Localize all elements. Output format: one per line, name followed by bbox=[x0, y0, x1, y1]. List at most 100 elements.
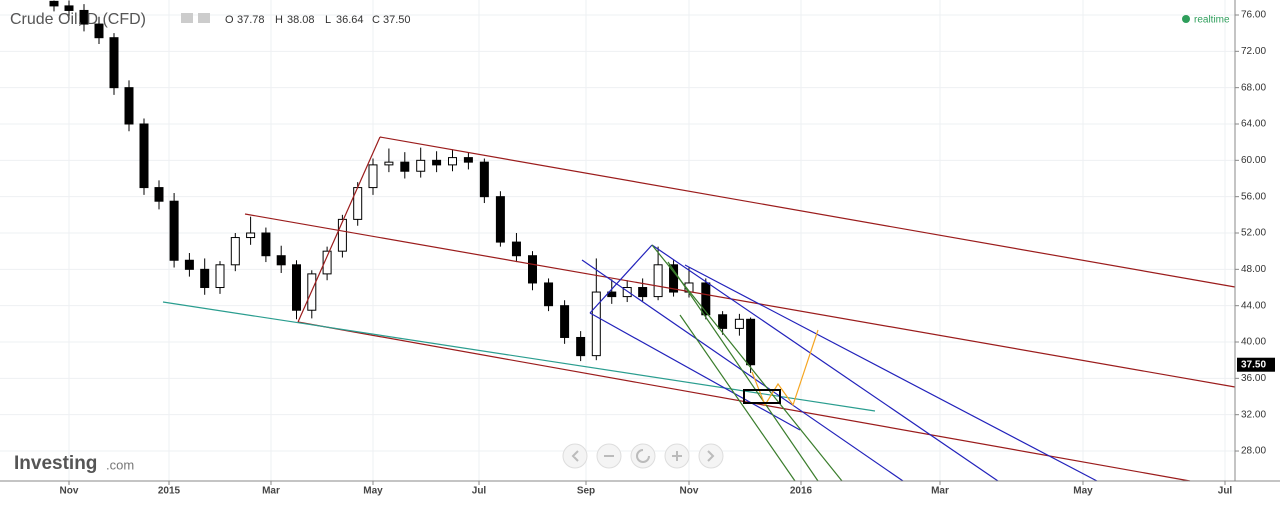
ohlc-label: O bbox=[225, 14, 234, 26]
y-tick-label: 68.00 bbox=[1241, 82, 1266, 93]
y-tick-label: 32.00 bbox=[1241, 409, 1266, 420]
ohlc-value: 38.08 bbox=[287, 14, 315, 26]
candle-body bbox=[511, 241, 521, 257]
drawings bbox=[162, 136, 1236, 482]
candle-body bbox=[292, 264, 301, 311]
last-price-label: 37.50 bbox=[1241, 359, 1266, 370]
x-tick-label: Mar bbox=[931, 486, 949, 497]
y-tick-label: 72.00 bbox=[1241, 46, 1266, 57]
candle-body bbox=[64, 5, 74, 11]
candle-body bbox=[368, 164, 378, 189]
trend-line bbox=[589, 312, 801, 431]
trend-line bbox=[684, 264, 1098, 482]
nav-button[interactable] bbox=[698, 443, 724, 469]
y-tick-label: 40.00 bbox=[1241, 337, 1266, 348]
x-tick-label: Jul bbox=[1218, 486, 1233, 497]
nav-icons bbox=[571, 449, 715, 463]
status-dot bbox=[1182, 15, 1190, 23]
highlight-box bbox=[743, 389, 781, 404]
candle-body bbox=[200, 268, 210, 289]
header: Crude Oil, D (CFD) O 37.78 H 38.08 L 36.… bbox=[10, 11, 1230, 28]
ohlc-value: 36.64 bbox=[336, 14, 364, 26]
axes: 28.00 32.00 36.00 40.00 44.00 48.00 52.00 56.00… bbox=[60, 10, 1275, 497]
trend-line bbox=[162, 301, 876, 412]
candle-body bbox=[479, 161, 489, 198]
y-tick-label: 48.00 bbox=[1241, 264, 1266, 275]
nav-button[interactable] bbox=[562, 443, 588, 469]
candle-body bbox=[169, 200, 179, 261]
ohlc-label: L bbox=[325, 14, 331, 26]
ohlc-label: C bbox=[372, 14, 380, 26]
trend-line bbox=[651, 244, 999, 482]
candle-body bbox=[701, 282, 711, 316]
x-tick-label: 2016 bbox=[790, 486, 813, 497]
nav-buttons bbox=[562, 443, 724, 469]
chart-title: Crude Oil, D (CFD) bbox=[10, 11, 146, 28]
candle-body bbox=[384, 161, 394, 166]
y-tick-label: 76.00 bbox=[1241, 10, 1266, 21]
candle-body bbox=[261, 232, 271, 257]
candle-body bbox=[416, 159, 426, 172]
status: realtime bbox=[1194, 15, 1230, 26]
y-tick-label: 44.00 bbox=[1241, 300, 1266, 311]
candle-body bbox=[448, 157, 457, 166]
candle-body bbox=[576, 336, 586, 357]
trend-line bbox=[589, 244, 653, 314]
y-tick-label: 60.00 bbox=[1241, 155, 1266, 166]
y-tick-label: 28.00 bbox=[1241, 446, 1266, 457]
candle-body bbox=[669, 264, 679, 293]
candle-body bbox=[400, 161, 410, 172]
candle-body bbox=[638, 287, 648, 298]
candle-body bbox=[246, 232, 256, 239]
candle-body bbox=[495, 196, 505, 243]
x-tick-label: Mar bbox=[262, 486, 280, 497]
candle-body bbox=[718, 314, 728, 329]
candle-body bbox=[139, 123, 149, 189]
candle-body bbox=[230, 237, 240, 266]
ohlc-value: 37.78 bbox=[237, 14, 265, 26]
x-tick-label: May bbox=[363, 486, 383, 497]
candle-body bbox=[94, 23, 104, 39]
ohlc-value: 37.50 bbox=[383, 14, 411, 26]
candle-body bbox=[109, 37, 119, 89]
icon bbox=[181, 13, 193, 23]
x-tick-label: 2015 bbox=[158, 486, 181, 497]
x-tick-label: May bbox=[1073, 486, 1093, 497]
candle-body bbox=[276, 255, 286, 266]
trend-line bbox=[244, 213, 1236, 388]
x-tick-label: Nov bbox=[60, 486, 79, 497]
candle-body bbox=[154, 187, 164, 202]
candle-body bbox=[560, 305, 570, 338]
candle-body bbox=[591, 291, 601, 357]
nav-button[interactable] bbox=[630, 443, 656, 469]
x-tick-label: Sep bbox=[577, 486, 595, 497]
last-price-tag bbox=[1237, 357, 1275, 372]
trend-line bbox=[679, 314, 796, 482]
y-tick-label: 52.00 bbox=[1241, 228, 1266, 239]
candle-body bbox=[124, 87, 134, 125]
icon bbox=[198, 13, 210, 23]
candle-body bbox=[528, 255, 537, 284]
trend-line bbox=[297, 136, 381, 323]
trend-line bbox=[379, 136, 1236, 288]
candle-body bbox=[337, 218, 347, 252]
logo-suffix: .com bbox=[106, 457, 134, 472]
x-tick-label: Jul bbox=[472, 486, 487, 497]
logo-main: Investing bbox=[14, 453, 97, 474]
y-tick-label: 56.00 bbox=[1241, 191, 1266, 202]
candle-body bbox=[734, 318, 744, 329]
candle-body bbox=[432, 159, 442, 166]
candle-body bbox=[653, 264, 663, 298]
candle-body bbox=[79, 9, 89, 25]
x-tick-label: Nov bbox=[680, 486, 699, 497]
candle-body bbox=[622, 287, 632, 298]
candle-body bbox=[49, 0, 59, 7]
candle-body bbox=[215, 264, 225, 289]
y-tick-label: 64.00 bbox=[1241, 119, 1266, 130]
projection bbox=[751, 329, 819, 407]
candle-body bbox=[322, 250, 332, 275]
y-tick-label: 36.00 bbox=[1241, 373, 1266, 384]
candle-body bbox=[463, 157, 473, 163]
